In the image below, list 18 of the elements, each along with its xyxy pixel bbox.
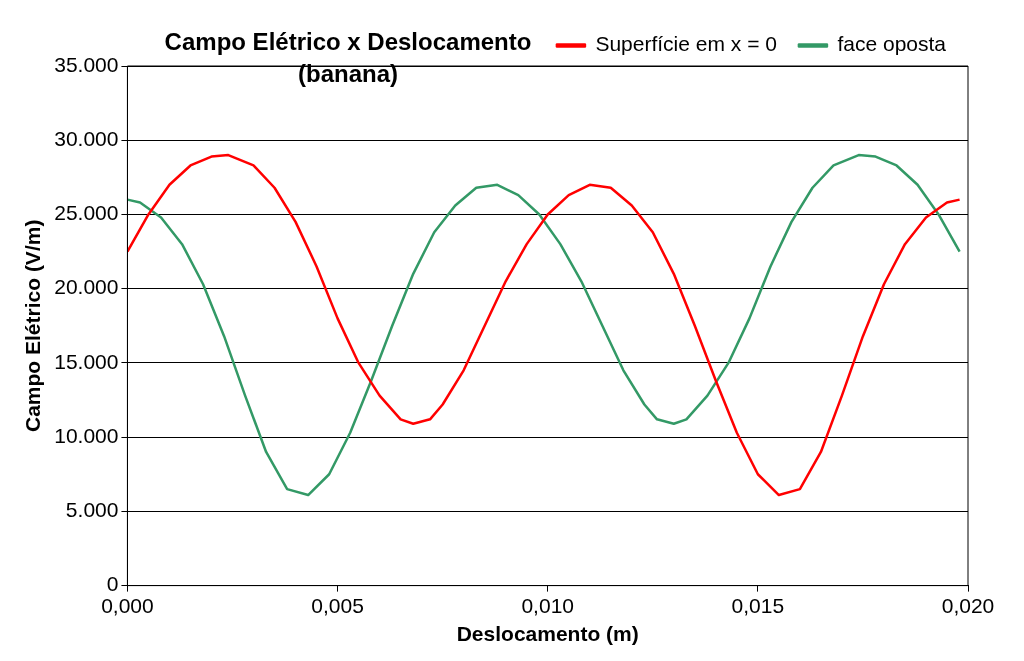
y-axis-title: Campo Elétrico (V/m) — [21, 219, 45, 432]
x-axis-title: Deslocamento (m) — [456, 622, 639, 646]
x-tick-label: 0,020 — [941, 594, 995, 617]
y-tick-label: 35.000 — [54, 52, 119, 76]
y-tick-label: 25.000 — [54, 201, 119, 225]
y-tick-label: 10.000 — [54, 423, 119, 447]
x-tick-label: 0,015 — [731, 594, 785, 617]
x-tick-label: 0,005 — [311, 594, 364, 617]
x-tick-label: 0,010 — [521, 594, 574, 617]
y-tick-label: 30.000 — [54, 127, 119, 151]
legend-label: face oposta — [837, 32, 947, 56]
chart-title: Campo Elétrico x Deslocamento (banana) — [164, 28, 532, 87]
legend-label: Superfície em x = 0 — [595, 32, 777, 56]
x-tick-label: 0,000 — [101, 594, 154, 617]
y-tick-label: 0 — [106, 572, 119, 596]
y-tick-label: 20.000 — [54, 275, 119, 299]
y-tick-label: 15.000 — [54, 349, 119, 373]
y-tick-label: 5.000 — [65, 498, 119, 522]
